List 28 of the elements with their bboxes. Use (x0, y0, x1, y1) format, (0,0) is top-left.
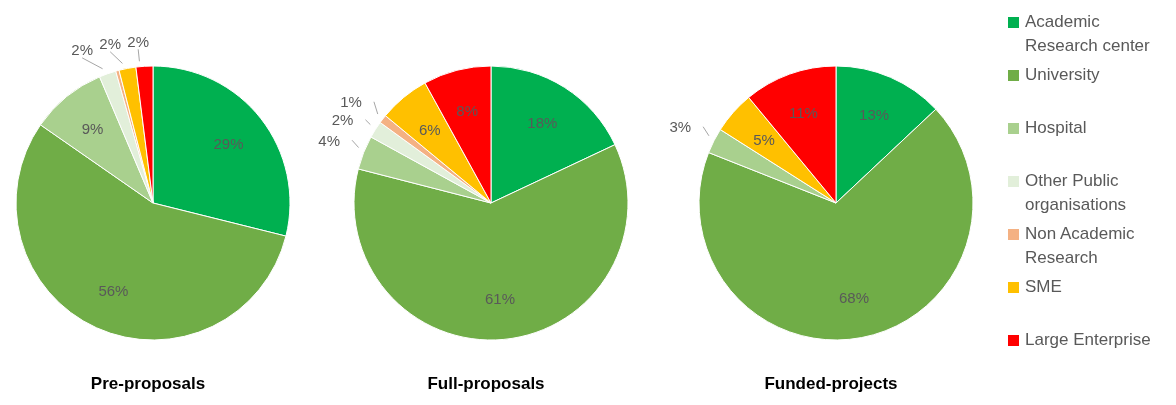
data-label: 18% (527, 113, 558, 131)
data-label: 2% (99, 35, 122, 53)
data-label: 1% (340, 93, 362, 111)
data-label: 13% (859, 106, 890, 124)
legend-label: University (1025, 64, 1101, 86)
data-label: 2% (71, 41, 94, 59)
legend-label: Academic Research center (1025, 11, 1151, 57)
data-label: 29% (213, 135, 244, 153)
data-label: 8% (456, 101, 478, 119)
data-label: 11% (789, 104, 818, 122)
legend-label: SME (1025, 276, 1063, 298)
legend-label: Non Academic Research (1025, 223, 1136, 269)
data-label: 9% (81, 120, 104, 138)
data-label: 2% (127, 32, 150, 50)
legend-label: Other Public organisations (1025, 170, 1128, 216)
data-label: 2% (331, 111, 354, 129)
data-label: 56% (98, 281, 129, 299)
data-label: 68% (838, 288, 869, 306)
data-label: 5% (753, 131, 775, 149)
legend-label: Large Enterprise (1025, 329, 1152, 351)
legend-label: Hospital (1025, 117, 1088, 139)
text: Funded-projects (763, 374, 899, 394)
data-label: 61% (485, 289, 516, 307)
data-label: 6% (419, 120, 441, 138)
text: Pre-proposals (89, 374, 207, 394)
text: Full-proposals (426, 374, 546, 394)
data-label: 4% (318, 131, 341, 149)
data-label: 3% (669, 118, 692, 136)
